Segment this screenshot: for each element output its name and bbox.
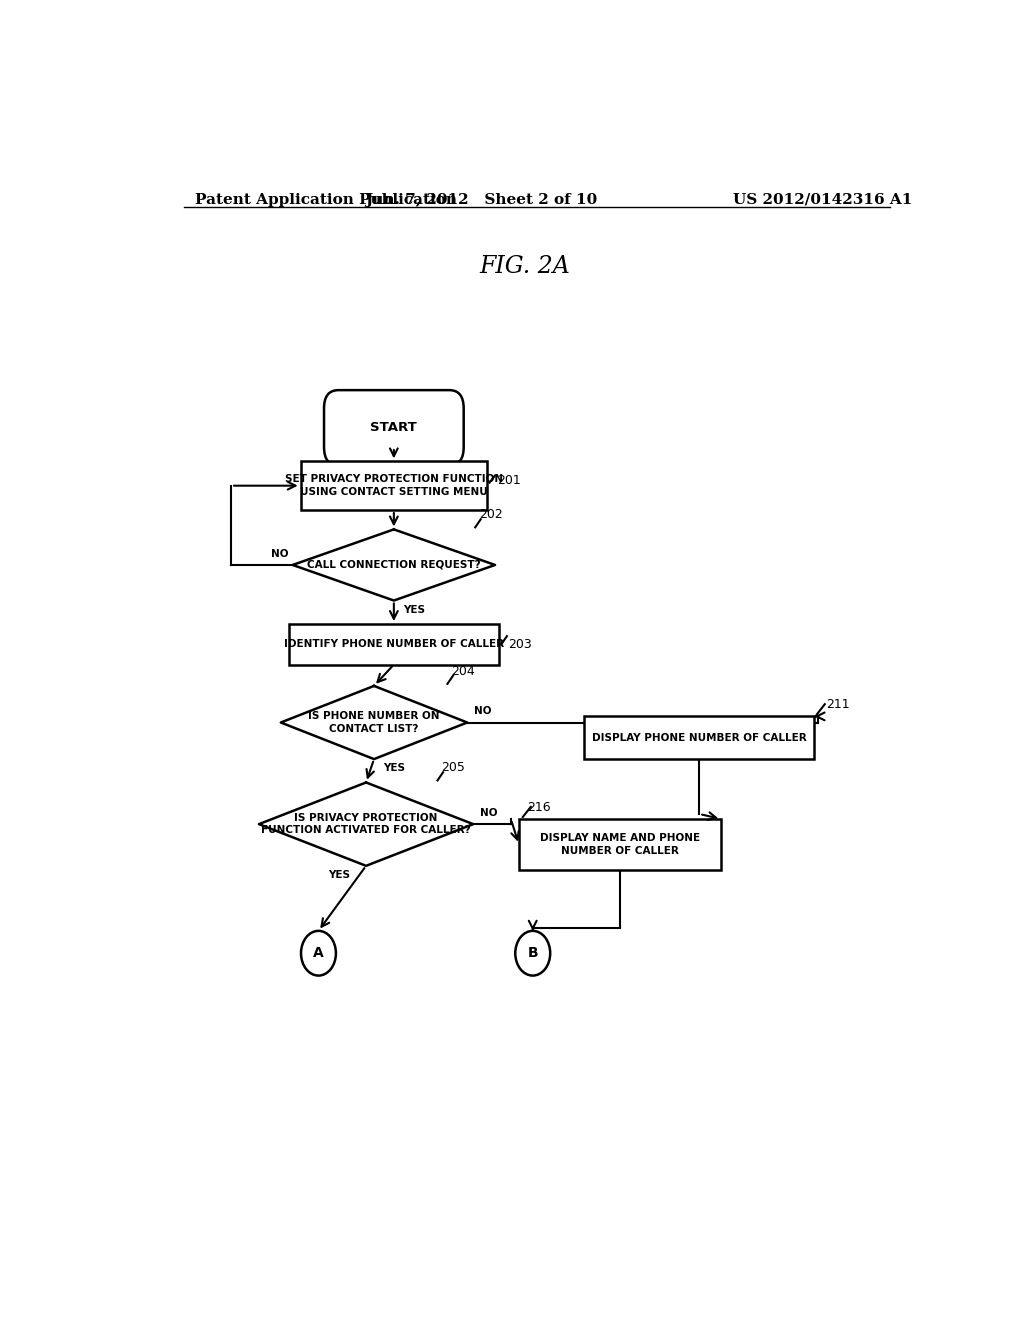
- Text: Jun. 7, 2012   Sheet 2 of 10: Jun. 7, 2012 Sheet 2 of 10: [365, 193, 597, 207]
- Polygon shape: [281, 686, 467, 759]
- Bar: [585, 717, 814, 759]
- Text: NO: NO: [474, 706, 492, 717]
- Bar: [301, 461, 487, 510]
- Text: 205: 205: [441, 762, 465, 775]
- Text: 201: 201: [497, 474, 520, 487]
- Polygon shape: [259, 783, 473, 866]
- Text: 204: 204: [452, 665, 475, 677]
- Text: FIG. 2A: FIG. 2A: [479, 255, 570, 279]
- Text: A: A: [313, 946, 324, 960]
- Text: YES: YES: [403, 605, 425, 615]
- Text: NO: NO: [479, 808, 497, 818]
- Text: Patent Application Publication: Patent Application Publication: [196, 193, 458, 207]
- Text: SET PRIVACY PROTECTION FUNCTION
USING CONTACT SETTING MENU: SET PRIVACY PROTECTION FUNCTION USING CO…: [285, 474, 503, 496]
- Text: START: START: [371, 421, 417, 434]
- FancyBboxPatch shape: [324, 391, 464, 466]
- Text: CALL CONNECTION REQUEST?: CALL CONNECTION REQUEST?: [307, 560, 480, 570]
- Circle shape: [515, 931, 550, 975]
- Bar: [519, 818, 721, 870]
- Text: NO: NO: [271, 549, 289, 558]
- Text: IS PRIVACY PROTECTION
FUNCTION ACTIVATED FOR CALLER?: IS PRIVACY PROTECTION FUNCTION ACTIVATED…: [261, 813, 471, 836]
- Polygon shape: [293, 529, 495, 601]
- Text: B: B: [527, 946, 538, 960]
- Text: 211: 211: [826, 698, 850, 711]
- Circle shape: [301, 931, 336, 975]
- Text: IDENTIFY PHONE NUMBER OF CALLER: IDENTIFY PHONE NUMBER OF CALLER: [284, 639, 504, 649]
- Text: US 2012/0142316 A1: US 2012/0142316 A1: [733, 193, 912, 207]
- Text: IS PHONE NUMBER ON
CONTACT LIST?: IS PHONE NUMBER ON CONTACT LIST?: [308, 711, 439, 734]
- Text: 202: 202: [479, 508, 503, 521]
- Text: 216: 216: [526, 801, 551, 814]
- Text: DISPLAY PHONE NUMBER OF CALLER: DISPLAY PHONE NUMBER OF CALLER: [592, 733, 807, 743]
- Text: DISPLAY NAME AND PHONE
NUMBER OF CALLER: DISPLAY NAME AND PHONE NUMBER OF CALLER: [540, 833, 700, 855]
- Text: 203: 203: [509, 638, 532, 651]
- Text: YES: YES: [329, 870, 350, 880]
- Bar: [289, 624, 499, 664]
- Text: YES: YES: [384, 763, 406, 774]
